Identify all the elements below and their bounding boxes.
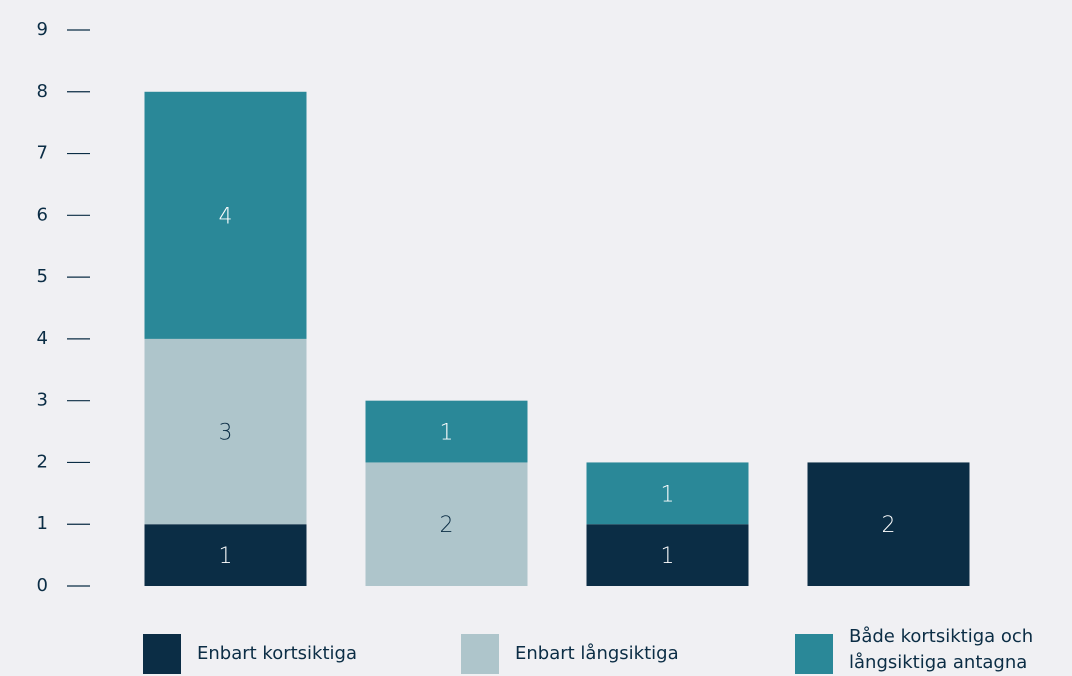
- y-tick-label: 8: [37, 81, 48, 102]
- data-label: 3: [219, 421, 233, 446]
- legend-label: Enbart långsiktiga: [515, 643, 679, 664]
- bar-segment: [586, 524, 749, 586]
- y-tick-label: 0: [37, 575, 48, 596]
- legend-item: Enbart kortsiktiga: [143, 634, 357, 674]
- bar-segment: [144, 91, 307, 339]
- legend-swatch: [795, 634, 833, 674]
- bar-segment: [144, 524, 307, 586]
- data-label: 1: [440, 421, 454, 446]
- y-tick-label: 1: [37, 513, 48, 534]
- data-label: 1: [219, 544, 233, 569]
- data-label: 1: [661, 482, 675, 507]
- legend-label: Både kortsiktiga och långsiktiga antagna: [849, 626, 1034, 673]
- data-label: 1: [661, 544, 675, 569]
- bar-segment: [144, 338, 307, 525]
- bar-segment: [365, 462, 528, 586]
- data-label: 2: [440, 513, 454, 538]
- y-tick-label: 9: [37, 19, 48, 40]
- legend-label: Enbart kortsiktiga: [197, 643, 357, 664]
- legend-swatch: [143, 634, 181, 674]
- y-tick-label: 2: [37, 451, 48, 472]
- bar-segment: [365, 400, 528, 463]
- y-tick-label: 7: [37, 143, 48, 164]
- y-tick-label: 4: [37, 328, 48, 349]
- bar-segment: [807, 462, 970, 586]
- legend-swatch: [461, 634, 499, 674]
- data-label: 2: [882, 513, 896, 538]
- legend-item: Både kortsiktiga och långsiktiga antagna: [795, 626, 1069, 676]
- legend-item: Enbart långsiktiga: [461, 634, 679, 674]
- data-label: 4: [219, 204, 233, 229]
- bar-segment: [586, 462, 749, 525]
- y-tick-label: 5: [37, 266, 48, 287]
- y-tick-label: 6: [37, 204, 48, 225]
- y-tick-label: 3: [37, 390, 48, 411]
